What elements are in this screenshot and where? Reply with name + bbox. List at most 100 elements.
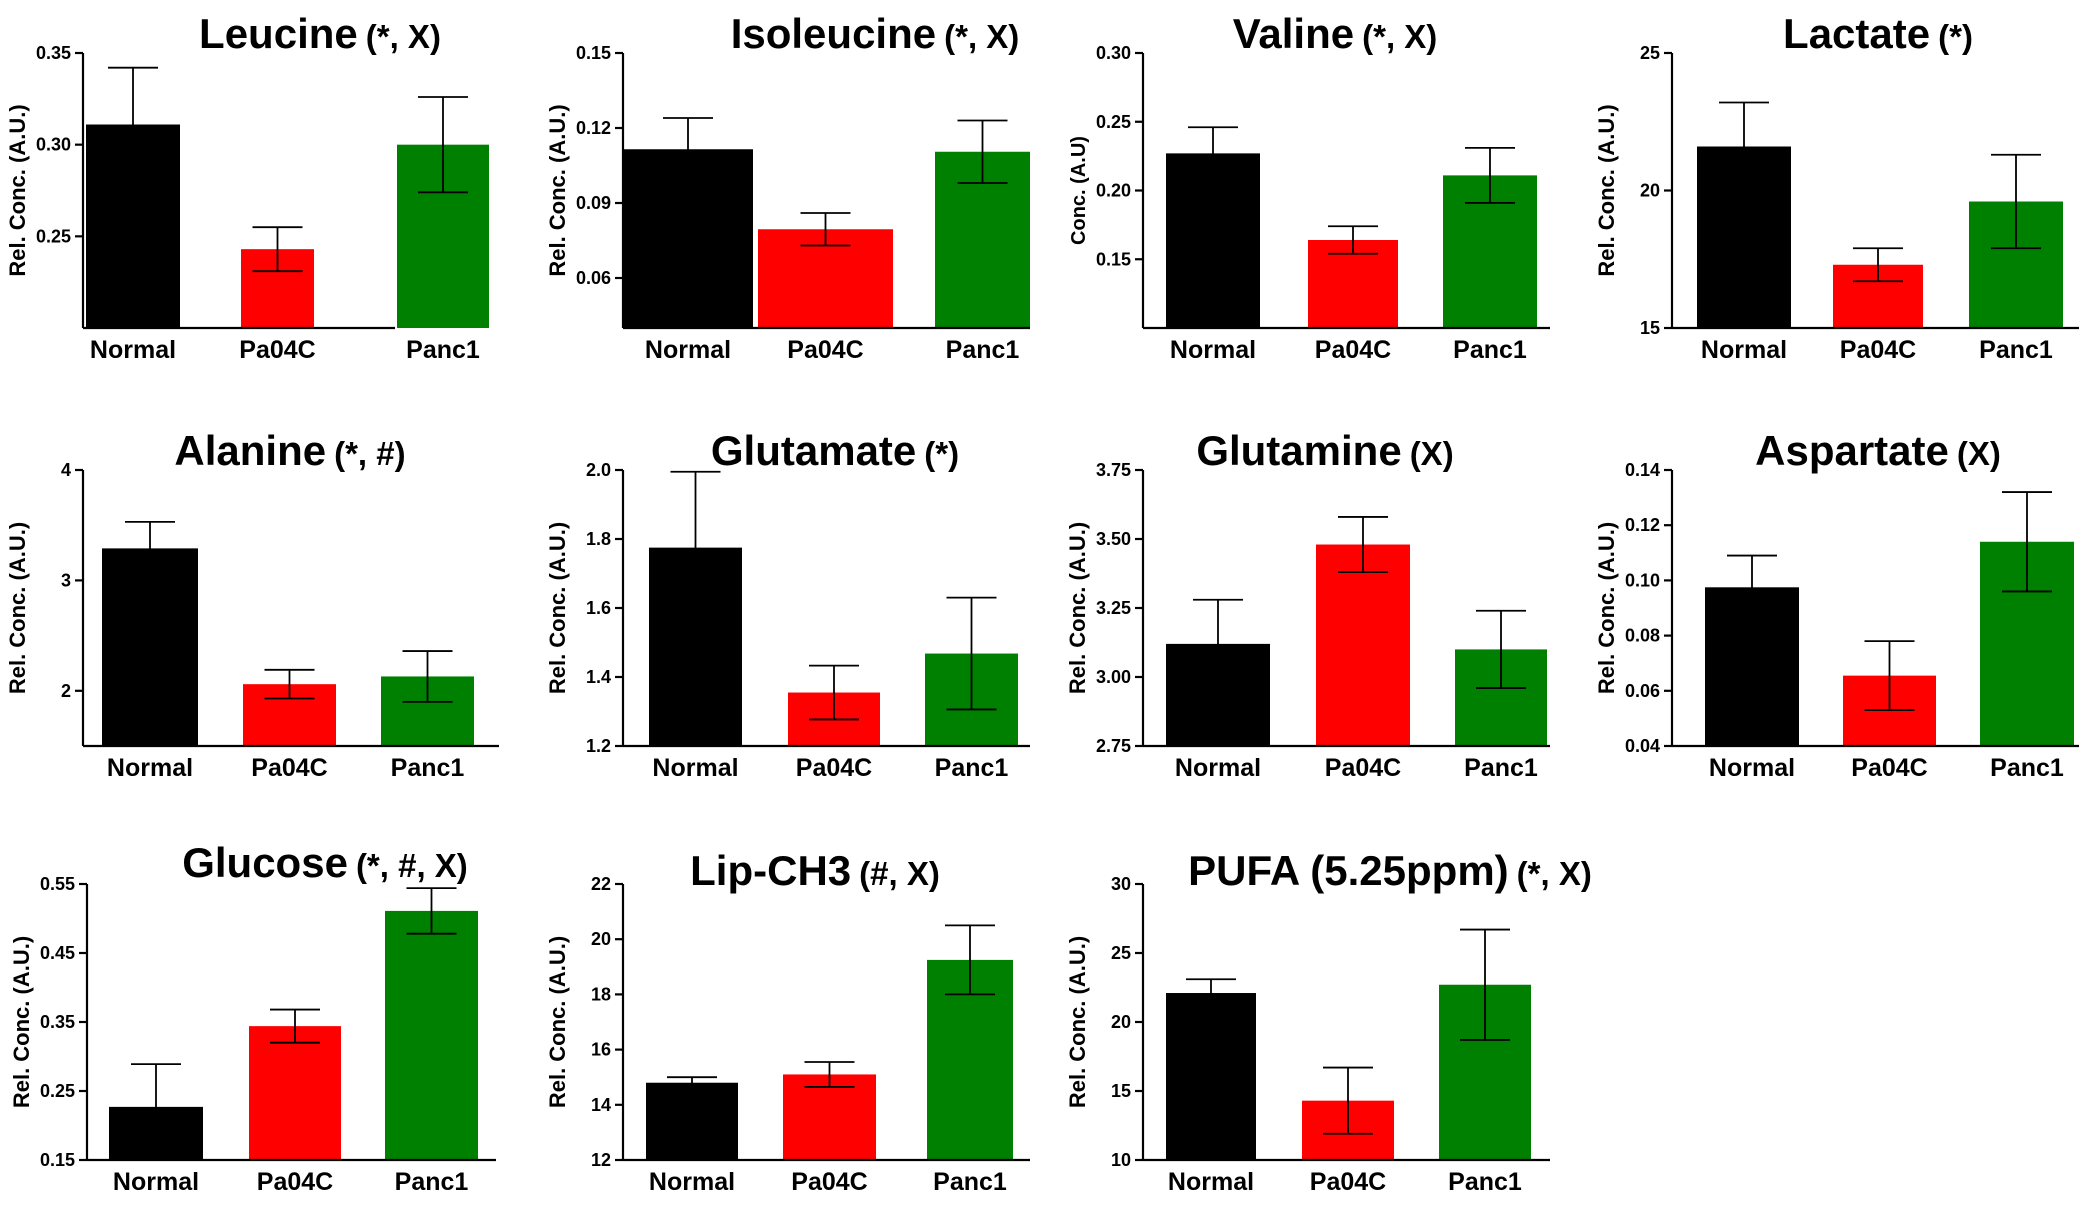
error-bar-pa04c xyxy=(1864,640,1915,712)
chart-title-name: Aspartate xyxy=(1755,427,1949,474)
y-tick-label: 3.50 xyxy=(1096,529,1131,549)
error-bar-normal xyxy=(1186,978,1236,1008)
y-tick-label: 3 xyxy=(61,570,71,590)
error-bar-normal xyxy=(131,1063,181,1151)
error-bar-normal xyxy=(125,520,175,576)
y-tick-label: 0.35 xyxy=(40,1012,75,1032)
y-axis-label: Rel. Conc. (A.U.) xyxy=(1594,104,1619,276)
y-tick-label: 3.25 xyxy=(1096,598,1131,618)
chart-panel-9: Normal Pa04C Panc1 0.15 0.25 0.35 0.45 0.55 Rel.… xyxy=(9,839,496,1196)
y-axis-label: Rel. Conc. (A.U.) xyxy=(1594,522,1619,694)
y-axis-label: Rel. Conc. (A.U.) xyxy=(545,522,570,694)
chart-panel-3: Normal Pa04C Panc1 0.15 0.20 0.25 0.30 Conc. (A… xyxy=(1068,10,1550,364)
chart-title: Leucine (*, X) xyxy=(199,10,441,57)
bar-normal xyxy=(646,1082,738,1160)
error-bar-pa04c xyxy=(1338,516,1388,574)
chart-title: Isoleucine (*, X) xyxy=(731,10,1020,57)
y-tick-label: 12 xyxy=(591,1150,611,1170)
x-tick-label: Pa04C xyxy=(239,336,315,364)
x-tick-label: Pa04C xyxy=(1310,1168,1386,1196)
chart-panel-6: Normal Pa04C Panc1 1.2 1.4 1.6 1.8 2.0 Rel. Conc… xyxy=(545,427,1030,782)
error-bar-pa04c xyxy=(252,226,303,273)
chart-title-annotation: (*, X) xyxy=(1517,855,1592,892)
error-bar-normal xyxy=(667,1076,717,1090)
chart-title: Lactate (*) xyxy=(1783,10,1973,57)
chart-title: Aspartate (X) xyxy=(1755,427,2001,474)
y-tick-label: 20 xyxy=(1640,181,1660,201)
x-tick-label: Normal xyxy=(1175,754,1261,782)
chart-panel-4: Normal Pa04C Panc1 15 20 25 Rel. Conc. (A.U.) L… xyxy=(1594,10,2079,364)
y-tick-label: 0.15 xyxy=(1096,249,1131,269)
error-bar-panc1 xyxy=(402,650,453,703)
y-tick-label: 0.25 xyxy=(1096,112,1131,132)
x-tick-label: Panc1 xyxy=(395,1168,469,1196)
error-bar-panc1 xyxy=(1460,928,1510,1041)
x-tick-label: Pa04C xyxy=(791,1168,867,1196)
bar-pa04c xyxy=(1308,240,1398,328)
error-bar-pa04c xyxy=(800,212,851,247)
chart-panel-7: Normal Pa04C Panc1 2.75 3.00 3.25 3.50 3.75 Rel.… xyxy=(1065,427,1550,782)
y-tick-label: 0.08 xyxy=(1625,626,1660,646)
y-tick-label: 2.75 xyxy=(1096,736,1131,756)
chart-title-annotation: (X) xyxy=(1410,435,1454,472)
error-bar-normal xyxy=(663,117,713,182)
bar-normal xyxy=(1166,993,1256,1160)
chart-title-name: Isoleucine xyxy=(731,10,936,57)
y-tick-label: 16 xyxy=(591,1040,611,1060)
y-tick-label: 3.75 xyxy=(1096,460,1131,480)
error-bar-pa04c xyxy=(1323,1066,1373,1135)
x-tick-label: Normal xyxy=(1701,336,1787,364)
chart-title-name: Lactate xyxy=(1783,10,1930,57)
error-bar-normal xyxy=(1193,598,1243,689)
chart-title-name: Lip-CH3 xyxy=(690,847,851,894)
y-axis-label: Rel. Conc. (A.U.) xyxy=(1065,522,1090,694)
chart-title: Glutamine (X) xyxy=(1196,427,1453,474)
bar-pa04c xyxy=(1316,544,1410,746)
y-tick-label: 20 xyxy=(591,929,611,949)
chart-panel-1: Normal Pa04C Panc1 0.25 0.30 0.35 Rel. Conc. (… xyxy=(5,10,489,364)
chart-title-annotation: (*) xyxy=(1938,18,1973,55)
x-tick-label: Normal xyxy=(90,336,176,364)
y-tick-label: 15 xyxy=(1640,318,1660,338)
chart-title: Lip-CH3 (#, X) xyxy=(690,847,940,894)
chart-panel-11: Normal Pa04C Panc1 10 15 20 25 30 Rel. Conc. (A.… xyxy=(1065,847,1592,1196)
x-tick-label: Normal xyxy=(113,1168,199,1196)
error-bar-panc1 xyxy=(946,596,997,711)
y-tick-label: 0.15 xyxy=(576,43,611,63)
error-bar-pa04c xyxy=(809,664,859,721)
x-tick-label: Panc1 xyxy=(1453,336,1527,364)
y-tick-label: 0.25 xyxy=(36,226,71,246)
x-tick-label: Normal xyxy=(645,336,731,364)
y-tick-label: 0.04 xyxy=(1625,736,1660,756)
x-tick-label: Panc1 xyxy=(1448,1168,1522,1196)
chart-panel-5: Normal Pa04C Panc1 2 3 4 Rel. Conc. (A.U.) Alan… xyxy=(5,427,499,782)
error-bar-panc1 xyxy=(1476,609,1526,689)
bar-pa04c xyxy=(783,1074,876,1160)
bar-pa04c xyxy=(249,1026,341,1160)
error-bar-panc1 xyxy=(945,924,995,996)
error-bar-pa04c xyxy=(264,668,315,700)
y-tick-label: 14 xyxy=(591,1095,611,1115)
error-bar-normal xyxy=(670,470,721,625)
y-tick-label: 0.12 xyxy=(576,118,611,138)
x-tick-label: Normal xyxy=(649,1168,735,1196)
y-axis-label: Rel. Conc. (A.U.) xyxy=(545,936,570,1108)
y-tick-label: 1.4 xyxy=(586,667,611,687)
y-tick-label: 30 xyxy=(1111,874,1131,894)
y-tick-label: 0.06 xyxy=(576,268,611,288)
y-tick-label: 0.14 xyxy=(1625,460,1660,480)
chart-title-name: Leucine xyxy=(199,10,358,57)
chart-title-name: Glutamate xyxy=(711,427,916,474)
error-bar-panc1 xyxy=(1991,153,2041,250)
error-bar-panc1 xyxy=(1465,146,1515,204)
y-tick-label: 3.00 xyxy=(1096,667,1131,687)
x-tick-label: Pa04C xyxy=(796,754,872,782)
chart-title-name: Glucose xyxy=(182,839,348,886)
y-tick-label: 4 xyxy=(61,460,71,480)
x-tick-label: Pa04C xyxy=(251,754,327,782)
chart-title-annotation: (*, X) xyxy=(944,18,1019,55)
y-axis-label: Rel. Conc. (A.U.) xyxy=(1065,936,1090,1108)
y-axis-label: Rel. Conc. (A.U.) xyxy=(5,522,30,694)
error-bar-pa04c xyxy=(804,1061,855,1088)
